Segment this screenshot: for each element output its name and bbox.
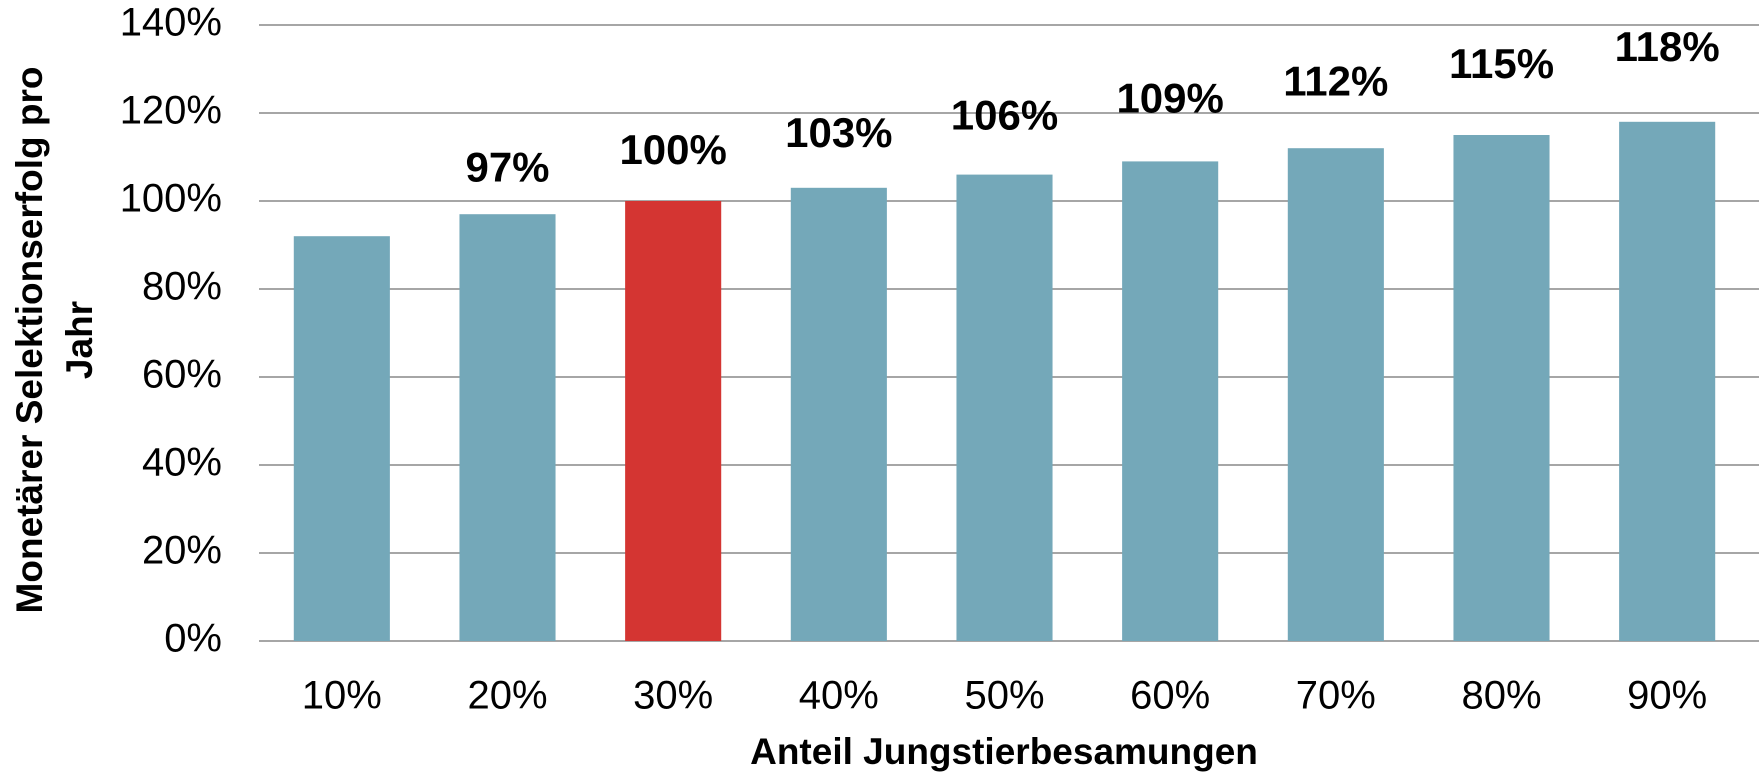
x-tick-label: 60% xyxy=(1130,674,1210,718)
bar xyxy=(1122,161,1219,641)
x-tick-label: 10% xyxy=(302,674,382,718)
y-tick-label: 80% xyxy=(142,265,222,309)
x-axis-title: Anteil Jungstierbesamungen xyxy=(750,731,1258,772)
data-label: 109% xyxy=(1116,74,1223,121)
data-label: 112% xyxy=(1283,57,1388,104)
y-axis-title: Monetärer Selektionserfolg pro xyxy=(9,67,50,614)
bar xyxy=(1619,121,1716,642)
x-tick-label: 90% xyxy=(1627,674,1707,718)
data-label: 103% xyxy=(785,109,892,156)
bar xyxy=(790,187,887,642)
y-tick-label: 20% xyxy=(142,529,222,573)
y-tick-label: 0% xyxy=(164,617,222,661)
data-label: 100% xyxy=(619,126,726,173)
x-tick-label: 20% xyxy=(467,674,547,718)
x-tick-label: 40% xyxy=(799,674,879,718)
x-tick-label: 30% xyxy=(633,674,713,718)
data-label: 118% xyxy=(1615,23,1720,70)
bar xyxy=(956,174,1053,641)
bar xyxy=(1287,148,1384,641)
y-tick-label: 60% xyxy=(142,353,222,397)
x-tick-label: 70% xyxy=(1296,674,1376,718)
bar xyxy=(293,236,390,641)
y-axis-title: Jahr xyxy=(59,301,100,379)
x-tick-label: 80% xyxy=(1461,674,1541,718)
bar xyxy=(1453,135,1550,641)
bar xyxy=(625,201,722,641)
y-tick-label: 120% xyxy=(120,89,222,133)
y-tick-label: 40% xyxy=(142,441,222,485)
data-label: 97% xyxy=(465,143,549,190)
data-label: 115% xyxy=(1449,40,1554,87)
bar xyxy=(459,214,556,641)
y-tick-label: 100% xyxy=(120,177,222,221)
x-tick-label: 50% xyxy=(964,674,1044,718)
data-label: 106% xyxy=(951,92,1058,139)
y-tick-label: 140% xyxy=(120,1,222,45)
